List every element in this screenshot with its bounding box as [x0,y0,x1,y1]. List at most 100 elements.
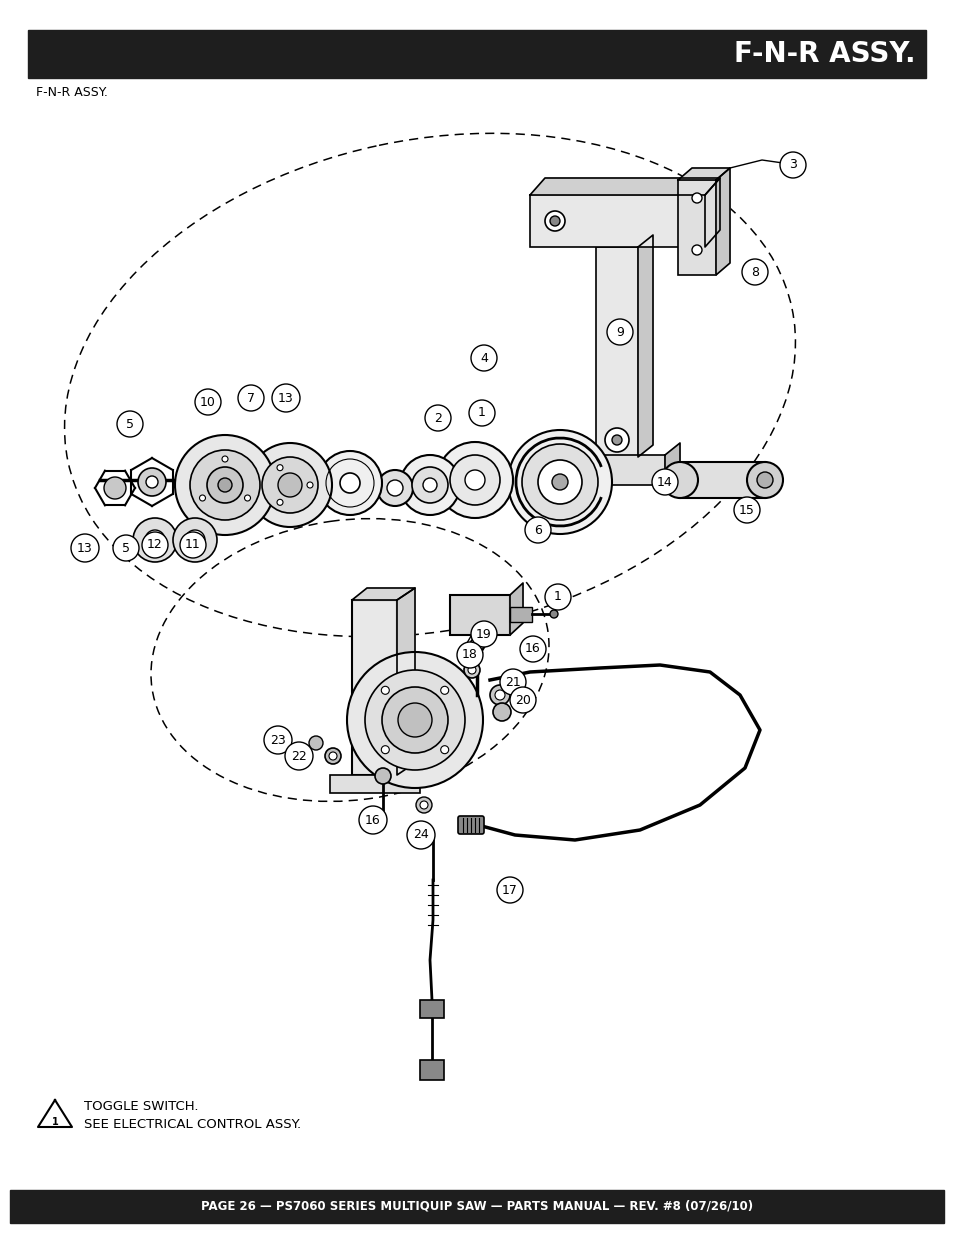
Polygon shape [38,1100,71,1128]
Text: 10: 10 [200,395,215,409]
Circle shape [440,687,448,694]
Circle shape [142,532,168,558]
Text: F-N-R ASSY.: F-N-R ASSY. [734,40,915,68]
Circle shape [399,454,459,515]
Circle shape [471,621,497,647]
Text: 5: 5 [122,541,130,555]
Circle shape [746,462,782,498]
Text: 1: 1 [477,406,485,420]
Circle shape [471,345,497,370]
Polygon shape [396,588,415,776]
Circle shape [422,478,436,492]
Circle shape [419,802,428,809]
Circle shape [521,445,598,520]
Circle shape [194,389,221,415]
Text: 2: 2 [434,411,441,425]
Circle shape [691,245,701,254]
Bar [564,454,664,485]
Text: 12: 12 [147,538,163,552]
Text: 4: 4 [479,352,487,364]
Circle shape [276,499,283,505]
Circle shape [544,211,564,231]
Text: TOGGLE SWITCH.: TOGGLE SWITCH. [84,1100,198,1114]
Circle shape [456,642,482,668]
Circle shape [651,469,678,495]
Circle shape [381,687,389,694]
Text: 24: 24 [413,829,429,841]
Circle shape [307,482,313,488]
Text: 14: 14 [657,475,672,489]
Bar [679,462,764,498]
Bar [352,600,396,776]
Circle shape [544,584,571,610]
Circle shape [262,457,317,513]
Text: 21: 21 [504,676,520,688]
Circle shape [469,400,495,426]
Circle shape [145,530,165,550]
Text: 5: 5 [126,417,133,431]
Circle shape [550,216,559,226]
Text: 3: 3 [788,158,796,172]
Circle shape [112,535,139,561]
Circle shape [537,459,581,504]
Circle shape [468,666,476,674]
Circle shape [248,443,332,527]
Circle shape [237,385,264,411]
Text: 16: 16 [524,642,540,656]
Circle shape [277,473,302,496]
Circle shape [329,752,336,760]
Circle shape [440,746,448,753]
Circle shape [499,669,525,695]
Text: SEE ELECTRICAL CONTROL ASSY.: SEE ELECTRICAL CONTROL ASSY. [84,1118,301,1130]
Circle shape [470,638,483,652]
Circle shape [424,405,451,431]
Circle shape [264,726,292,755]
Text: 9: 9 [616,326,623,338]
Bar [450,595,510,635]
Circle shape [199,495,205,501]
Circle shape [347,652,482,788]
Circle shape [397,703,432,737]
Bar [530,195,704,247]
Polygon shape [716,168,729,275]
Circle shape [365,671,464,769]
Text: 13: 13 [77,541,92,555]
Circle shape [185,530,205,550]
Circle shape [612,435,621,445]
Circle shape [376,471,413,506]
Circle shape [450,454,499,505]
Bar [510,606,532,622]
Text: 11: 11 [185,538,201,552]
Text: 13: 13 [278,391,294,405]
Circle shape [276,464,283,471]
Polygon shape [664,443,679,485]
Circle shape [493,703,511,721]
Circle shape [117,411,143,437]
Text: 20: 20 [515,694,531,706]
Circle shape [741,259,767,285]
Circle shape [733,496,760,522]
Circle shape [146,475,158,488]
Circle shape [550,610,558,618]
FancyBboxPatch shape [457,816,483,834]
Circle shape [325,748,340,764]
Circle shape [407,821,435,848]
Circle shape [661,462,698,498]
Polygon shape [638,235,652,457]
Circle shape [552,474,567,490]
Circle shape [222,456,228,462]
Circle shape [172,517,216,562]
Text: PAGE 26 — PS7060 SERIES MULTIQUIP SAW — PARTS MANUAL — REV. #8 (07/26/10): PAGE 26 — PS7060 SERIES MULTIQUIP SAW — … [201,1199,752,1213]
Circle shape [375,768,391,784]
Text: 23: 23 [270,734,286,746]
Circle shape [180,532,206,558]
Circle shape [218,478,232,492]
Circle shape [309,736,323,750]
Circle shape [464,471,484,490]
Text: 16: 16 [365,814,380,826]
Circle shape [381,687,448,753]
Polygon shape [530,178,720,195]
Circle shape [412,467,448,503]
Circle shape [207,467,243,503]
Bar [10,1191,943,1223]
